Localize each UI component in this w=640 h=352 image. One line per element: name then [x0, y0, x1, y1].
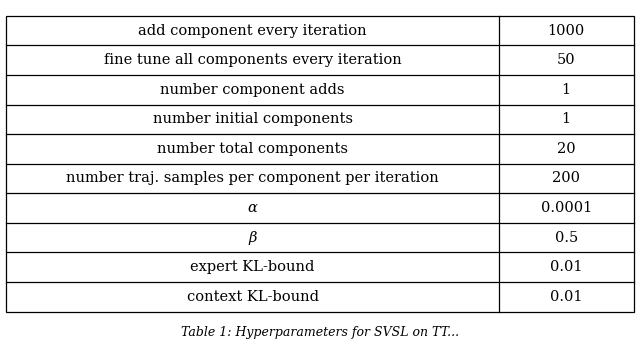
Text: 1: 1 [562, 83, 571, 97]
Text: Table 1: Hyperparameters for SVSL on TT...: Table 1: Hyperparameters for SVSL on TT.… [181, 326, 459, 339]
Text: 1: 1 [562, 112, 571, 126]
Text: 0.01: 0.01 [550, 260, 582, 274]
Bar [6, 16, 634, 312]
Text: add component every iteration: add component every iteration [138, 24, 367, 38]
Text: 200: 200 [552, 171, 580, 186]
Text: β: β [248, 231, 257, 245]
Text: expert KL-bound: expert KL-bound [190, 260, 315, 274]
Text: 1000: 1000 [548, 24, 585, 38]
Text: number component adds: number component adds [161, 83, 345, 97]
Text: 50: 50 [557, 53, 575, 67]
Text: 20: 20 [557, 142, 575, 156]
Text: number initial components: number initial components [152, 112, 353, 126]
Text: 0.5: 0.5 [554, 231, 578, 245]
Text: 0.0001: 0.0001 [541, 201, 592, 215]
Text: number total components: number total components [157, 142, 348, 156]
Text: α: α [248, 201, 257, 215]
Text: number traj. samples per component per iteration: number traj. samples per component per i… [66, 171, 439, 186]
Text: 0.01: 0.01 [550, 290, 582, 304]
Text: fine tune all components every iteration: fine tune all components every iteration [104, 53, 401, 67]
Text: context KL-bound: context KL-bound [187, 290, 319, 304]
